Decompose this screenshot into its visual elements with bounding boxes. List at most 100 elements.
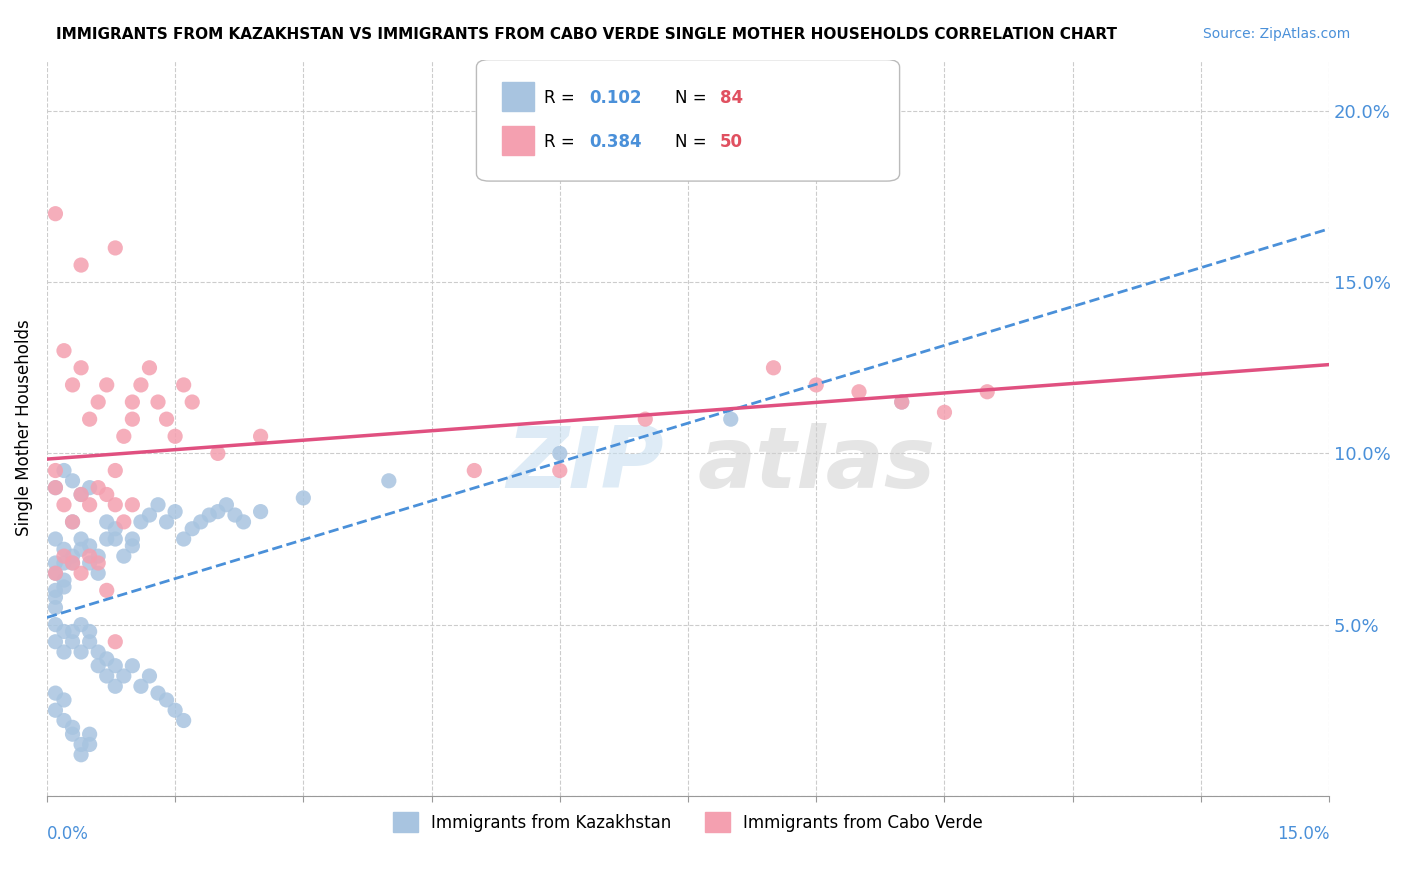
Bar <box>502 126 534 155</box>
Point <box>548 446 571 460</box>
Point <box>62 549 84 563</box>
Point <box>146 395 169 409</box>
Point <box>104 522 127 536</box>
Point <box>62 474 84 488</box>
Point <box>70 532 93 546</box>
Point <box>129 378 152 392</box>
Point <box>138 360 160 375</box>
Point <box>70 360 93 375</box>
Point <box>146 686 169 700</box>
Point <box>79 624 101 639</box>
Text: R =: R = <box>544 89 581 107</box>
Point <box>44 207 66 221</box>
Point <box>155 515 177 529</box>
Bar <box>502 82 534 112</box>
Point <box>463 463 485 477</box>
Point <box>104 679 127 693</box>
Point <box>112 515 135 529</box>
Point <box>890 395 912 409</box>
Point <box>70 487 93 501</box>
Point <box>173 714 195 728</box>
Point <box>62 515 84 529</box>
Point <box>44 591 66 605</box>
Point <box>70 542 93 557</box>
Point <box>62 515 84 529</box>
Text: 15.0%: 15.0% <box>1277 825 1329 843</box>
Point <box>165 703 187 717</box>
Text: ZIP: ZIP <box>506 423 664 506</box>
Point <box>44 634 66 648</box>
Text: 0.384: 0.384 <box>589 133 643 151</box>
Point <box>44 532 66 546</box>
Point <box>70 747 93 762</box>
Point <box>53 624 76 639</box>
Point <box>79 498 101 512</box>
Text: R =: R = <box>544 133 581 151</box>
Point <box>53 542 76 557</box>
Point <box>70 617 93 632</box>
Point <box>165 505 187 519</box>
Point <box>70 487 93 501</box>
Point <box>104 241 127 255</box>
Point <box>96 378 118 392</box>
Point <box>138 508 160 522</box>
Point <box>79 556 101 570</box>
Point <box>198 508 221 522</box>
Point <box>104 634 127 648</box>
FancyBboxPatch shape <box>477 60 900 181</box>
Y-axis label: Single Mother Households: Single Mother Households <box>15 319 32 536</box>
Point <box>378 474 401 488</box>
Point <box>292 491 315 505</box>
Point <box>121 395 143 409</box>
Point <box>53 556 76 570</box>
Point <box>53 573 76 587</box>
Point <box>79 738 101 752</box>
Point <box>62 378 84 392</box>
Point <box>121 498 143 512</box>
Point <box>181 522 204 536</box>
Point <box>249 505 271 519</box>
Point <box>129 679 152 693</box>
Point <box>121 658 143 673</box>
Point <box>79 634 101 648</box>
Point <box>96 583 118 598</box>
Point <box>96 532 118 546</box>
Point <box>138 669 160 683</box>
Point <box>44 703 66 717</box>
Text: atlas: atlas <box>697 423 935 506</box>
Point <box>87 658 110 673</box>
Point <box>53 549 76 563</box>
Point <box>44 481 66 495</box>
Point <box>44 583 66 598</box>
Point <box>104 463 127 477</box>
Point <box>848 384 870 399</box>
Point <box>62 720 84 734</box>
Point <box>87 556 110 570</box>
Point <box>112 549 135 563</box>
Point <box>232 515 254 529</box>
Text: Source: ZipAtlas.com: Source: ZipAtlas.com <box>1202 27 1350 41</box>
Point <box>720 412 742 426</box>
Point <box>215 498 238 512</box>
Point <box>121 539 143 553</box>
Point <box>70 738 93 752</box>
Point <box>53 714 76 728</box>
Point <box>762 360 785 375</box>
Point <box>62 624 84 639</box>
Point <box>976 384 998 399</box>
Point <box>155 412 177 426</box>
Point <box>44 686 66 700</box>
Point <box>548 463 571 477</box>
Point <box>70 258 93 272</box>
Point <box>44 556 66 570</box>
Point <box>96 652 118 666</box>
Text: N =: N = <box>675 133 711 151</box>
Point <box>934 405 956 419</box>
Point <box>96 487 118 501</box>
Point <box>96 515 118 529</box>
Text: IMMIGRANTS FROM KAZAKHSTAN VS IMMIGRANTS FROM CABO VERDE SINGLE MOTHER HOUSEHOLD: IMMIGRANTS FROM KAZAKHSTAN VS IMMIGRANTS… <box>56 27 1118 42</box>
Point <box>79 481 101 495</box>
Point <box>121 412 143 426</box>
Point <box>79 727 101 741</box>
Point <box>79 549 101 563</box>
